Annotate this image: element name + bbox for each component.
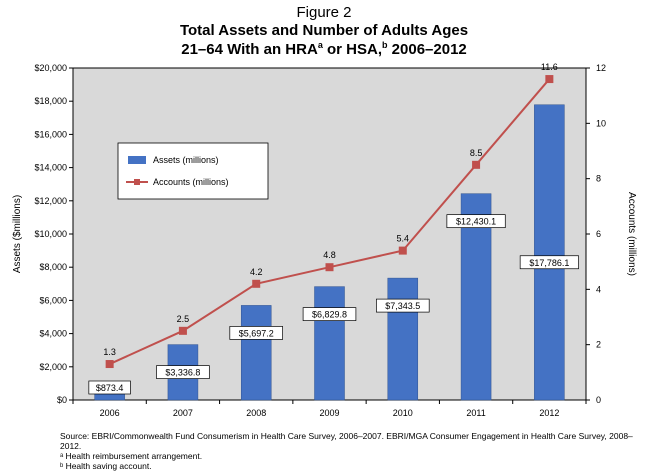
line-value-label: 2.5 xyxy=(177,314,190,324)
y-axis-left-title: Assets ($millions) xyxy=(12,195,23,273)
figure-label: Figure 2 xyxy=(296,4,352,21)
bar-2011 xyxy=(460,193,492,401)
left-tick-label: $4,000 xyxy=(39,329,67,339)
bar-2008 xyxy=(240,305,272,401)
legend-swatch-assets xyxy=(128,156,146,164)
title-part-2: or HSA, xyxy=(322,41,383,58)
chart-title-line-2: 21–64 With an HRAa or HSA,b 2006–2012 xyxy=(0,40,648,58)
line-point-2012 xyxy=(545,75,554,84)
line-value-label: 4.2 xyxy=(250,267,263,277)
left-tick-label: $16,000 xyxy=(34,129,67,139)
left-tick-label: $14,000 xyxy=(34,163,67,173)
x-tick-label: 2009 xyxy=(319,408,339,418)
bar-label-box xyxy=(519,255,579,270)
x-tick-label: 2010 xyxy=(393,408,413,418)
legend-label-accounts: Accounts (millions) xyxy=(153,177,229,187)
legend-marker-accounts xyxy=(134,179,140,185)
line-value-label: 1.3 xyxy=(103,347,116,357)
line-value-label: 8.5 xyxy=(470,148,483,158)
source-note: Source: EBRI/Commonwealth Fund Consumeri… xyxy=(60,431,633,451)
right-tick-label: 10 xyxy=(596,118,606,128)
left-tick-label: $2,000 xyxy=(39,362,67,372)
footnote-b: ᵇ Health saving account. xyxy=(60,461,152,471)
bar-2012 xyxy=(534,104,565,401)
bar-value-label: $12,430.1 xyxy=(456,217,496,227)
bar-label-box xyxy=(376,298,430,313)
left-tick-label: $18,000 xyxy=(34,96,67,106)
right-tick-label: 6 xyxy=(596,229,601,239)
left-tick-label: $12,000 xyxy=(34,196,67,206)
title-sup-b: b xyxy=(382,40,388,50)
line-point-2009 xyxy=(325,263,334,272)
left-tick-label: $0 xyxy=(57,395,67,405)
title-sup-a: a xyxy=(317,40,323,50)
x-tick-label: 2008 xyxy=(246,408,266,418)
right-tick-label: 0 xyxy=(596,395,601,405)
title-part-1: 21–64 With an HRA xyxy=(181,41,318,58)
line-point-2008 xyxy=(252,279,261,288)
line-value-label: 5.4 xyxy=(397,234,410,244)
line-value-label: 4.8 xyxy=(323,250,336,260)
footnote-a: ᵃ Health reimbursement arrangement. xyxy=(60,451,203,461)
bar-2009 xyxy=(314,286,345,401)
line-point-2007 xyxy=(178,326,187,335)
chart-title-line-1: Total Assets and Number of Adults Ages xyxy=(179,22,469,39)
notes: Source: EBRI/Commonwealth Fund Consumeri… xyxy=(60,431,640,471)
bar-label-box xyxy=(156,365,210,379)
bar-value-label: $3,336.8 xyxy=(165,368,200,378)
bar-value-label: $17,786.1 xyxy=(529,258,569,268)
bar-value-label: $873.4 xyxy=(96,383,124,393)
line-point-2011 xyxy=(472,160,481,169)
line-value-label: 11.6 xyxy=(541,62,558,72)
right-tick-label: 4 xyxy=(596,284,601,294)
x-tick-label: 2012 xyxy=(539,408,559,418)
right-tick-label: 8 xyxy=(596,174,601,184)
left-tick-label: $8,000 xyxy=(39,262,67,272)
bar-value-label: $5,697.2 xyxy=(239,328,274,338)
bar-2010 xyxy=(387,277,419,401)
bar-value-label: $7,343.5 xyxy=(385,301,420,311)
x-tick-label: 2006 xyxy=(100,408,120,418)
legend-label-assets: Assets (millions) xyxy=(153,155,219,165)
line-point-2010 xyxy=(398,246,407,255)
bar-label-box xyxy=(88,380,131,395)
bar-label-box xyxy=(229,326,283,340)
bar-value-label: $6,829.8 xyxy=(312,310,347,320)
title-part-3: 2006–2012 xyxy=(387,41,467,58)
x-tick-label: 2007 xyxy=(173,408,193,418)
right-tick-label: 2 xyxy=(596,340,601,350)
x-tick-label: 2011 xyxy=(466,408,485,418)
bar-label-box xyxy=(302,307,357,321)
left-tick-label: $6,000 xyxy=(39,295,67,305)
left-tick-label: $20,000 xyxy=(34,63,67,73)
legend-box xyxy=(117,142,269,200)
left-tick-label: $10,000 xyxy=(34,229,67,239)
line-point-2006 xyxy=(105,360,114,369)
bar-label-box xyxy=(446,214,506,229)
right-tick-label: 12 xyxy=(596,63,606,73)
y-axis-right-title: Accounts (millions) xyxy=(626,192,637,276)
